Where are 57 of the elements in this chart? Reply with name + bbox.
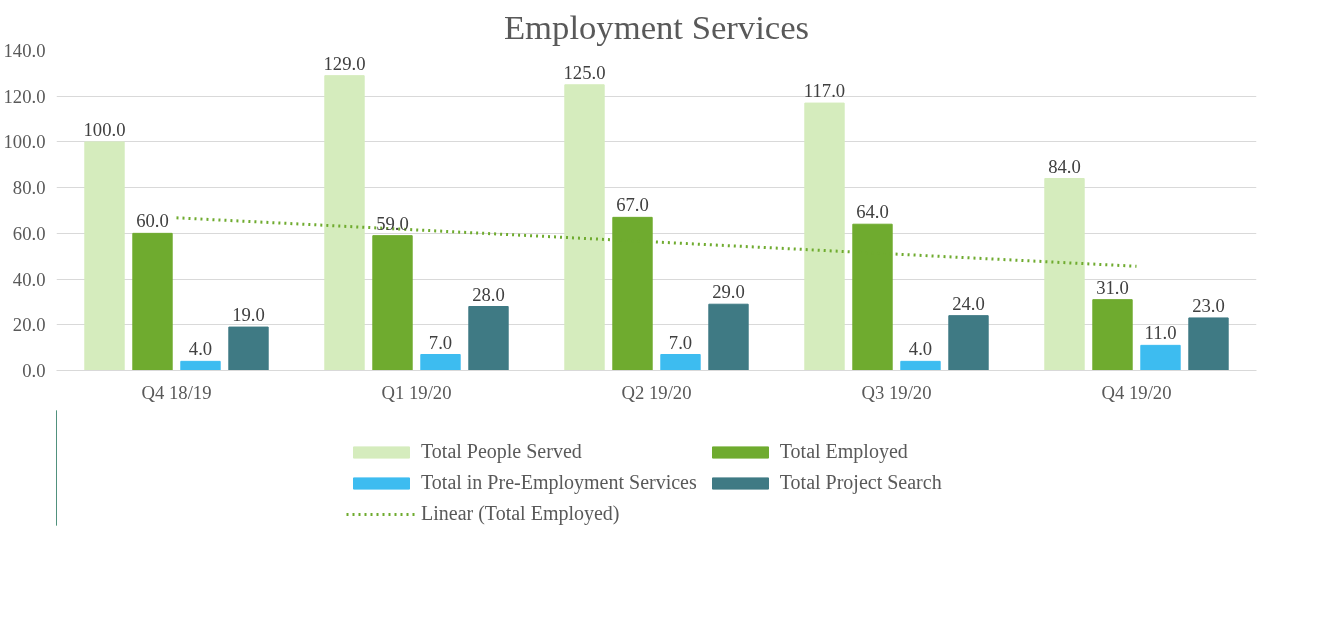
- x-tick-label: Q2 19/20: [621, 381, 692, 403]
- bar: [132, 232, 173, 371]
- bar: [420, 354, 461, 371]
- legend-label: Total Project Search: [779, 471, 942, 494]
- data-label: 60.0: [136, 210, 169, 232]
- x-tick-label: Q3 19/20: [861, 381, 932, 403]
- x-tick-label: Q1 19/20: [381, 381, 452, 403]
- bar: [84, 141, 125, 371]
- chart-title: Employment Services: [503, 7, 810, 46]
- bar: [228, 326, 269, 371]
- legend-label: Linear (Total Employed): [421, 502, 620, 525]
- y-tick-label: 0.0: [22, 360, 46, 381]
- data-label: 24.0: [952, 292, 985, 314]
- data-label: 19.0: [232, 304, 265, 326]
- data-label: 100.0: [83, 118, 126, 140]
- y-tick-label: 60.0: [12, 222, 46, 244]
- data-label: 28.0: [472, 283, 505, 305]
- y-tick-label: 120.0: [3, 85, 46, 107]
- y-tick-label: 140.0: [3, 40, 46, 61]
- y-tick-label: 80.0: [12, 177, 46, 199]
- bar: [564, 84, 605, 371]
- bar: [1140, 344, 1181, 371]
- bar: [180, 360, 221, 371]
- bar: [900, 360, 941, 371]
- y-tick-label: 100.0: [3, 131, 46, 153]
- bar: [324, 75, 365, 371]
- bar: [468, 306, 509, 371]
- legend-label: Total in Pre-Employment Services: [421, 471, 697, 494]
- x-tick-label: Q4 18/19: [141, 381, 212, 403]
- data-label: 129.0: [323, 52, 366, 74]
- bar: [1188, 317, 1229, 371]
- data-label: 59.0: [376, 212, 409, 234]
- bar: [1044, 178, 1085, 371]
- data-label: 7.0: [668, 331, 693, 353]
- data-label: 23.0: [1192, 294, 1225, 316]
- bar: [660, 354, 701, 371]
- data-label: 4.0: [188, 338, 213, 360]
- data-label: 67.0: [616, 194, 649, 216]
- y-tick-label: 40.0: [12, 268, 46, 290]
- bar: [372, 235, 413, 371]
- legend-label: Total People Served: [421, 440, 582, 463]
- bar: [804, 102, 845, 371]
- data-label: 84.0: [1048, 155, 1081, 177]
- data-label: 29.0: [712, 281, 745, 303]
- bar: [948, 315, 989, 371]
- data-label: 125.0: [563, 61, 606, 83]
- data-label: 7.0: [428, 331, 453, 353]
- bar: [708, 303, 749, 371]
- legend-label: Total Employed: [779, 440, 908, 463]
- x-tick-label: Q4 19/20: [1101, 381, 1172, 403]
- data-label: 117.0: [803, 80, 846, 102]
- data-label: 4.0: [908, 338, 933, 360]
- bar: [1092, 299, 1133, 371]
- data-label: 31.0: [1096, 276, 1129, 298]
- y-tick-label: 20.0: [12, 314, 46, 336]
- data-label: 64.0: [856, 201, 889, 223]
- data-label: 11.0: [1144, 322, 1177, 344]
